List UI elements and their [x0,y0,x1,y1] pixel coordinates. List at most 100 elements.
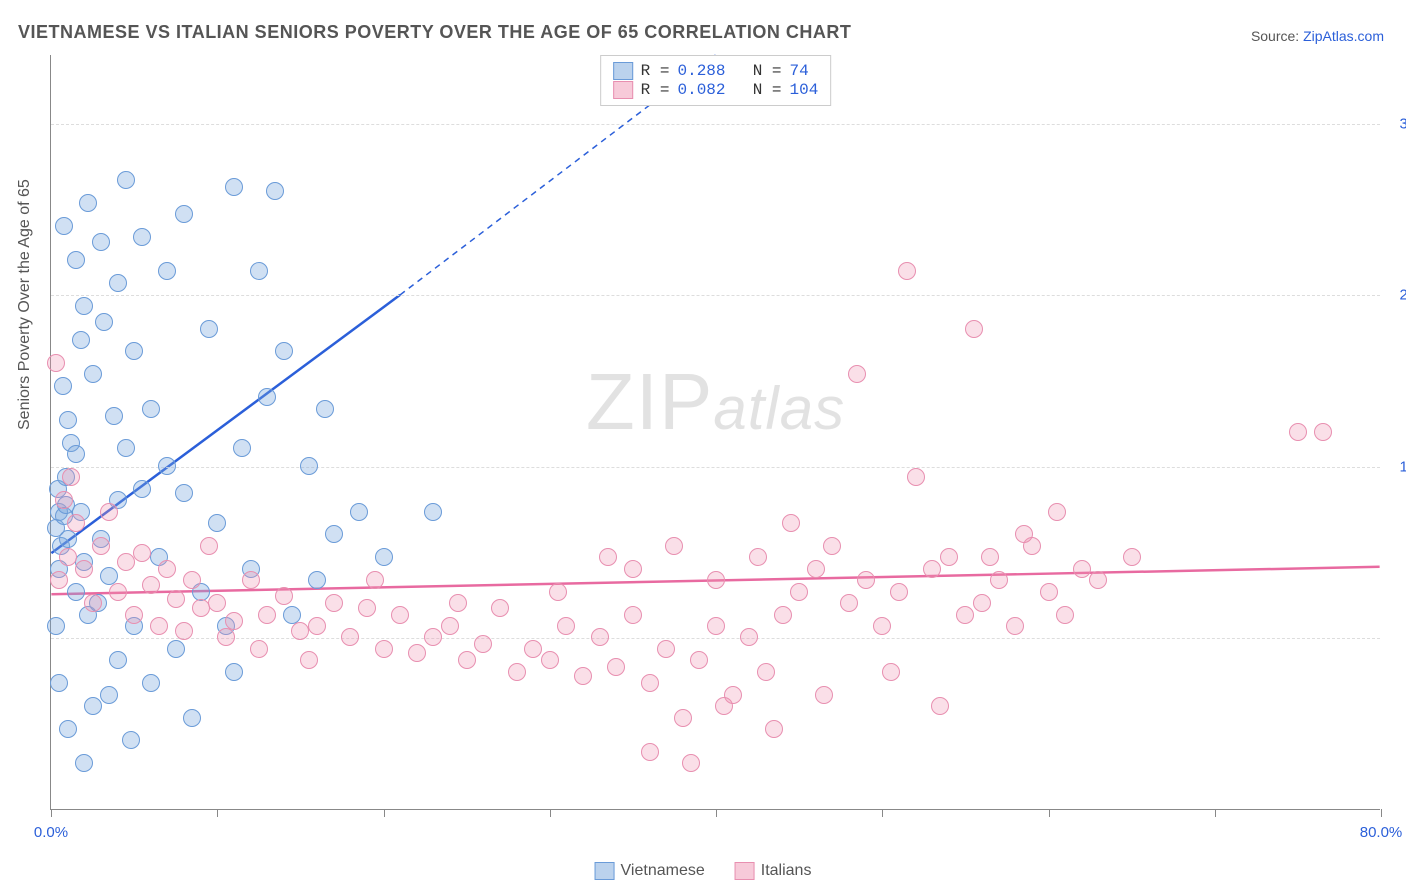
legend-swatch [613,62,633,80]
data-point [258,606,276,624]
data-point [690,651,708,669]
data-point [142,576,160,594]
data-point [54,377,72,395]
legend-r-value: 0.288 [677,62,725,80]
legend-r-label: R = [641,81,670,99]
legend-n-label: N = [734,62,782,80]
data-point [59,411,77,429]
data-point [67,445,85,463]
data-point [591,628,609,646]
data-point [707,617,725,635]
data-point [375,640,393,658]
data-point [325,594,343,612]
data-point [857,571,875,589]
data-point [133,544,151,562]
data-point [75,297,93,315]
data-point [366,571,384,589]
data-point [491,599,509,617]
data-point [175,205,193,223]
data-point [59,720,77,738]
legend-stat-row: R = 0.288 N = 74 [613,62,819,80]
data-point [67,583,85,601]
data-point [774,606,792,624]
legend-label: Vietnamese [621,862,705,879]
data-point [1289,423,1307,441]
data-point [92,233,110,251]
data-point [84,594,102,612]
data-point [258,388,276,406]
data-point [67,251,85,269]
y-axis-label: Seniors Poverty Over the Age of 65 [16,179,34,430]
legend-r-label: R = [641,62,670,80]
data-point [158,262,176,280]
data-point [233,439,251,457]
data-point [105,407,123,425]
data-point [109,651,127,669]
data-point [574,667,592,685]
data-point [84,365,102,383]
data-point [350,503,368,521]
data-point [325,525,343,543]
data-point [749,548,767,566]
data-point [441,617,459,635]
data-point [175,484,193,502]
data-point [657,640,675,658]
data-point [1123,548,1141,566]
data-point [200,320,218,338]
data-point [75,560,93,578]
data-point [142,400,160,418]
data-point [549,583,567,601]
data-point [424,628,442,646]
data-point [1089,571,1107,589]
data-point [898,262,916,280]
data-point [109,583,127,601]
data-point [167,640,185,658]
x-tick [1381,809,1382,817]
data-point [50,571,68,589]
data-point [316,400,334,418]
data-point [807,560,825,578]
x-tick [882,809,883,817]
y-tick-label: 15.0% [1387,458,1406,475]
data-point [665,537,683,555]
source-attribution: Source: ZipAtlas.com [1251,28,1384,44]
data-point [641,674,659,692]
data-point [79,194,97,212]
data-point [84,697,102,715]
data-point [242,571,260,589]
data-point [815,686,833,704]
x-tick-label: 0.0% [34,824,68,841]
data-point [50,674,68,692]
y-tick-label: 30.0% [1387,115,1406,132]
data-point [449,594,467,612]
data-point [890,583,908,601]
data-point [275,587,293,605]
data-point [740,628,758,646]
data-point [607,658,625,676]
data-point [67,514,85,532]
data-point [790,583,808,601]
data-point [1314,423,1332,441]
gridline [51,638,1380,639]
x-tick [217,809,218,817]
data-point [183,571,201,589]
data-point [956,606,974,624]
data-point [408,644,426,662]
data-point [125,606,143,624]
data-point [341,628,359,646]
data-point [100,686,118,704]
data-point [183,709,201,727]
data-point [122,731,140,749]
data-point [1040,583,1058,601]
data-point [882,663,900,681]
data-point [275,342,293,360]
data-point [1056,606,1074,624]
data-point [117,439,135,457]
x-tick [1215,809,1216,817]
data-point [142,674,160,692]
data-point [133,228,151,246]
legend-swatch [613,81,633,99]
source-link[interactable]: ZipAtlas.com [1303,28,1384,44]
gridline [51,295,1380,296]
series-legend: VietnameseItalians [595,862,812,880]
